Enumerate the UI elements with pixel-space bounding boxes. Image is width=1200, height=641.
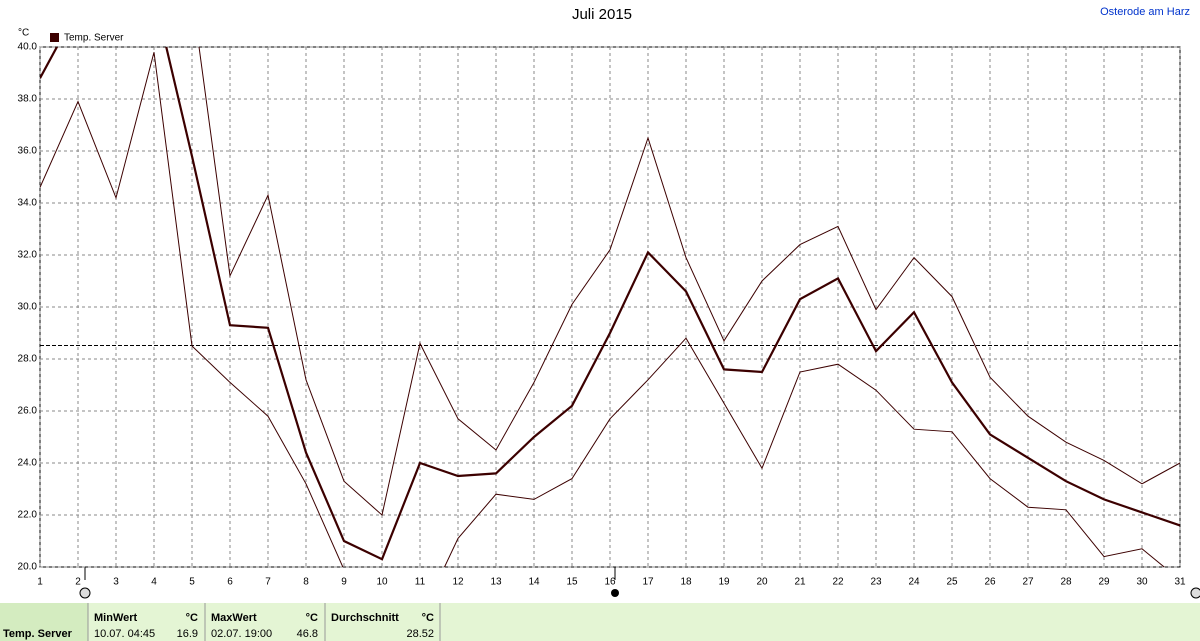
- x-tick-label: 12: [452, 577, 464, 588]
- y-tick-label: 38.0: [18, 94, 38, 105]
- x-tick-label: 8: [303, 577, 309, 588]
- x-tick-label: 5: [189, 577, 195, 588]
- y-tick-label: 40.0: [18, 42, 38, 53]
- x-tick-label: 28: [1060, 577, 1072, 588]
- series-line: [40, 52, 1165, 567]
- legend-label: Temp. Server: [64, 33, 124, 44]
- x-tick-label: 16: [604, 577, 616, 588]
- x-tick-label: 6: [227, 577, 233, 588]
- x-tick-label: 25: [946, 577, 958, 588]
- y-tick-label: 32.0: [18, 250, 38, 261]
- x-tick-label: 26: [984, 577, 996, 588]
- footer-unit: °C: [422, 612, 434, 624]
- series-line: [198, 47, 1180, 516]
- y-tick-label: 28.0: [18, 354, 38, 365]
- x-tick-label: 30: [1136, 577, 1148, 588]
- x-tick-label: 11: [415, 577, 426, 588]
- footer-min-label: MinWert: [94, 612, 138, 624]
- x-tick-label: 31: [1174, 577, 1186, 588]
- x-tick-label: 17: [642, 577, 654, 588]
- footer-sensor: Temp. Server: [3, 628, 73, 640]
- footer-bg: [0, 603, 1200, 641]
- y-tick-label: 26.0: [18, 406, 38, 417]
- footer-max-value: 46.8: [297, 628, 318, 640]
- x-tick-label: 15: [566, 577, 578, 588]
- x-tick-label: 7: [265, 577, 271, 588]
- footer-min-time: 10.07. 04:45: [94, 628, 155, 640]
- footer-unit: °C: [306, 612, 318, 624]
- footer-max-time: 02.07. 19:00: [211, 628, 272, 640]
- y-tick-label: 34.0: [18, 198, 38, 209]
- x-tick-label: 13: [490, 577, 502, 588]
- footer-avg-label: Durchschnitt: [331, 612, 399, 624]
- x-tick-label: 18: [680, 577, 692, 588]
- x-tick-label: 21: [794, 577, 806, 588]
- x-tick-label: 20: [756, 577, 768, 588]
- x-tick-label: 4: [151, 577, 157, 588]
- x-tick-label: 2: [75, 577, 81, 588]
- chart-title: Juli 2015: [572, 6, 632, 23]
- footer-label-bg: [0, 603, 88, 641]
- y-tick-label: 36.0: [18, 146, 38, 157]
- footer-min-value: 16.9: [177, 628, 198, 640]
- legend-swatch: [50, 33, 59, 42]
- x-tick-label: 1: [37, 577, 43, 588]
- y-tick-label: 20.0: [18, 562, 38, 573]
- location: Osterode am Harz: [1100, 6, 1190, 18]
- x-tick-label: 19: [718, 577, 730, 588]
- marker-icon[interactable]: [1190, 587, 1200, 599]
- marker-icon[interactable]: [611, 589, 619, 597]
- x-tick-label: 10: [376, 577, 388, 588]
- y-tick-label: 30.0: [18, 302, 38, 313]
- y-tick-label: 24.0: [18, 458, 38, 469]
- footer-unit: °C: [186, 612, 198, 624]
- x-tick-label: 14: [528, 577, 540, 588]
- x-tick-label: 24: [908, 577, 920, 588]
- x-tick-label: 9: [341, 577, 347, 588]
- plot-lines: [40, 47, 1180, 567]
- footer-max-label: MaxWert: [211, 612, 257, 624]
- x-tick-label: 29: [1098, 577, 1110, 588]
- x-tick-label: 22: [832, 577, 844, 588]
- series-line: [40, 47, 1180, 561]
- marker-icon[interactable]: [79, 587, 91, 599]
- x-tick-label: 27: [1022, 577, 1034, 588]
- y-tick-label: 22.0: [18, 510, 38, 521]
- y-axis-label: °C: [18, 28, 29, 39]
- x-tick-label: 23: [870, 577, 882, 588]
- x-tick-label: 3: [113, 577, 119, 588]
- footer-avg-value: 28.52: [406, 628, 434, 640]
